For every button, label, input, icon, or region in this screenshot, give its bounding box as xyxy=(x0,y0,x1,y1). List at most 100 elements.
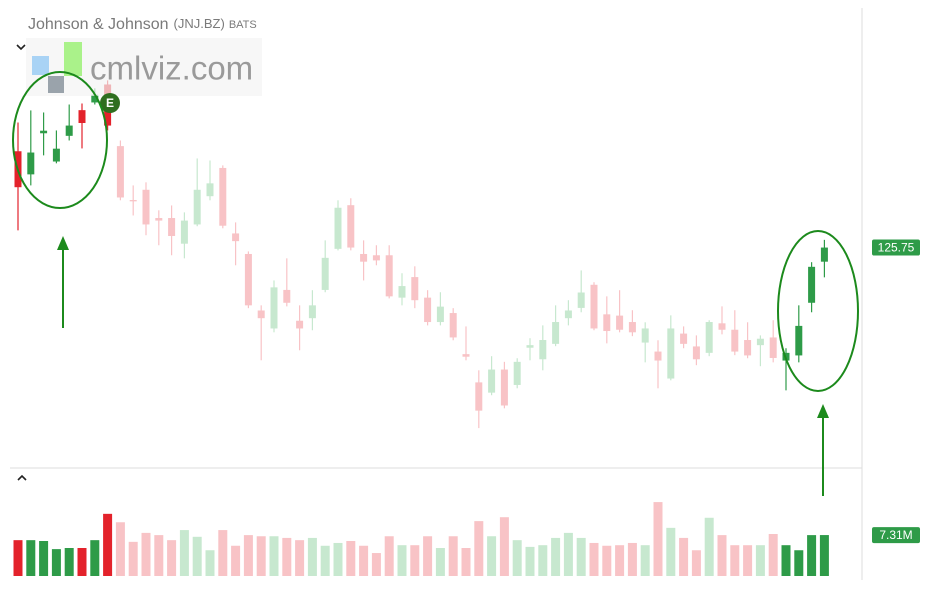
volume-bar xyxy=(243,535,253,576)
volume-bar xyxy=(141,532,151,576)
candle-body xyxy=(718,323,726,330)
volume-bar xyxy=(589,542,599,576)
candle-body xyxy=(65,125,73,136)
candle-body xyxy=(526,345,534,348)
symbol: (JNJ.BZ) xyxy=(174,16,225,31)
volume-bar xyxy=(819,535,829,576)
last-volume-label: 7.31M xyxy=(879,528,912,542)
volume-bar xyxy=(755,545,765,576)
volume-bar xyxy=(807,535,817,576)
volume-bar xyxy=(256,536,266,576)
candle-body xyxy=(257,310,265,319)
candle-body xyxy=(193,189,201,225)
volume-bar xyxy=(269,536,279,576)
annotation-ellipse xyxy=(777,230,859,392)
candle-body xyxy=(321,257,329,290)
candle-body xyxy=(78,110,86,123)
candle-body xyxy=(347,205,355,248)
candle-body xyxy=(667,328,675,379)
exchange: BATS xyxy=(229,19,257,31)
volume-bar xyxy=(307,537,317,576)
candle-body xyxy=(411,277,419,301)
volume-bar xyxy=(448,536,458,576)
candle-body xyxy=(308,305,316,319)
volume-bar xyxy=(538,545,548,576)
expand-caret[interactable] xyxy=(17,474,27,481)
marks xyxy=(13,80,829,576)
candle-body xyxy=(244,253,252,306)
volume-bar xyxy=(384,536,394,576)
volume-bar xyxy=(551,537,561,576)
volume-bar xyxy=(371,553,381,576)
volume-bar xyxy=(525,546,535,576)
volume-bar xyxy=(410,545,420,576)
volume-bar xyxy=(231,545,241,576)
candle-body xyxy=(744,340,752,356)
volume-bar xyxy=(717,535,727,576)
earnings-marker[interactable] xyxy=(100,93,120,113)
watermark: cmlviz.com xyxy=(90,50,253,87)
logo-square xyxy=(32,56,49,75)
annotation-ellipse xyxy=(12,71,108,209)
volume-bar xyxy=(115,522,125,576)
volume-bar xyxy=(333,542,343,576)
volume-bar xyxy=(13,540,23,576)
candle-body xyxy=(40,130,48,134)
candle-body xyxy=(500,369,508,406)
candle-body xyxy=(398,286,406,298)
candle-body xyxy=(552,322,560,344)
volume-bar xyxy=(320,545,330,576)
candle-body xyxy=(180,220,188,244)
volume-bar xyxy=(640,545,650,576)
candle-body xyxy=(283,289,291,303)
candle-body xyxy=(27,152,35,175)
candle-body xyxy=(334,207,342,249)
volume-bar xyxy=(474,521,484,576)
volume-bar xyxy=(90,540,100,576)
volume-bar xyxy=(730,545,740,576)
candle-body xyxy=(436,306,444,323)
volume-bar xyxy=(218,530,228,576)
volume-bar xyxy=(359,545,369,576)
candle-body xyxy=(795,325,803,356)
candle-body xyxy=(142,189,150,225)
candle-body xyxy=(270,287,278,329)
volume-bar xyxy=(743,545,753,576)
volume-bar xyxy=(39,541,49,576)
title: Johnson & Johnson xyxy=(28,16,169,33)
earnings-label: E xyxy=(106,96,114,110)
annotation-arrowhead xyxy=(57,236,69,250)
candle-body xyxy=(219,167,227,226)
candle-body xyxy=(680,333,688,344)
volume-bar xyxy=(627,542,637,576)
candle-body xyxy=(616,315,624,330)
candle-body xyxy=(577,292,585,308)
candle-body xyxy=(232,233,240,242)
candle-body xyxy=(155,218,163,221)
volume-bar xyxy=(461,548,471,576)
candle-body xyxy=(449,313,457,338)
volume-bar xyxy=(103,513,113,576)
collapse-caret[interactable] xyxy=(16,44,26,51)
volume-bar xyxy=(512,540,522,576)
candle-body xyxy=(91,94,99,103)
candle-body xyxy=(808,266,816,303)
volume-bar xyxy=(666,527,676,576)
candle-body xyxy=(692,346,700,360)
volume-bar xyxy=(51,549,61,576)
candle-body xyxy=(116,146,124,198)
last-price-tag xyxy=(872,239,920,256)
volume-bar xyxy=(781,545,791,576)
volume-bar xyxy=(768,534,778,576)
candle-body xyxy=(756,338,764,346)
candle-body xyxy=(590,284,598,329)
candle-body xyxy=(462,354,470,357)
volume-bar xyxy=(346,541,356,576)
candle-body xyxy=(424,297,432,323)
candle-body xyxy=(372,255,380,261)
volume-bar xyxy=(704,517,714,576)
volume-bar xyxy=(563,532,573,576)
candle-body xyxy=(820,247,828,262)
volume-bar xyxy=(576,537,586,576)
volume-bar xyxy=(179,530,189,576)
